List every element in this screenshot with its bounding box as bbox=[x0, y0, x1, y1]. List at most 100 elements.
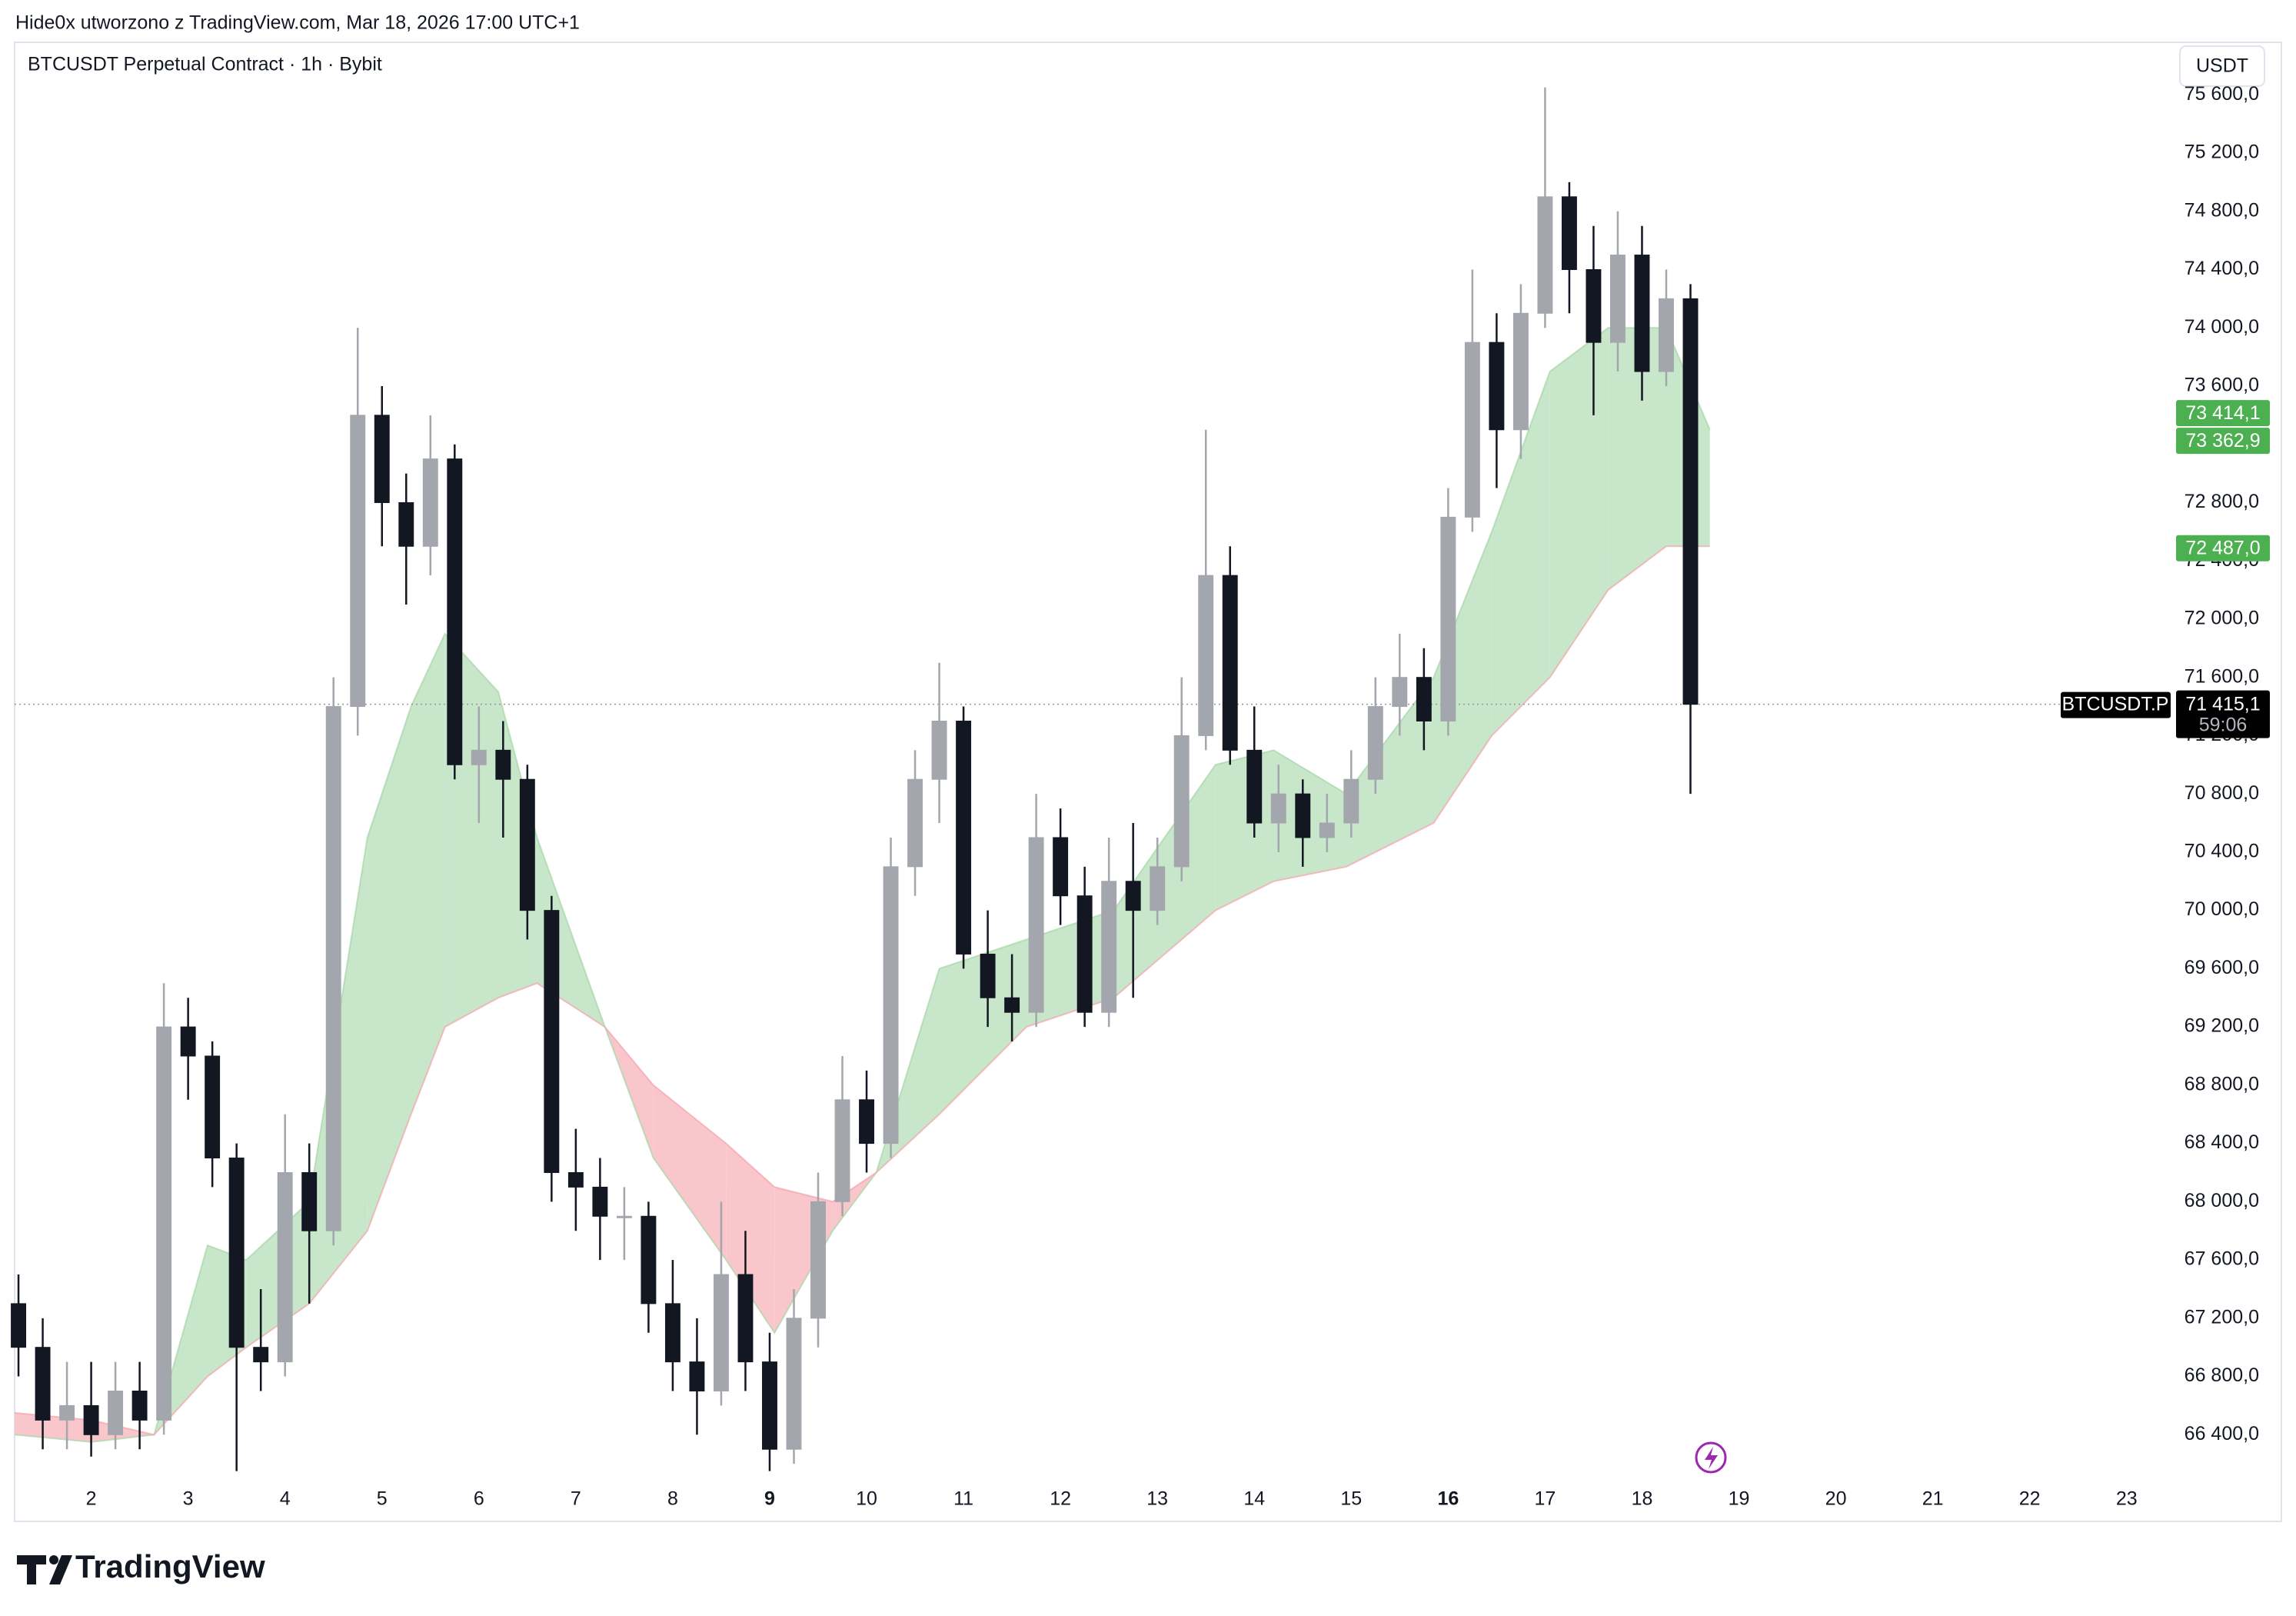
candle-body bbox=[131, 1390, 148, 1421]
x-tick-label: 13 bbox=[1146, 1488, 1168, 1510]
candle-body bbox=[883, 866, 899, 1145]
y-tick-label: 68 000,0 bbox=[2185, 1190, 2259, 1211]
candle-body bbox=[1173, 735, 1190, 868]
candle-body bbox=[1610, 255, 1626, 343]
x-tick-label: 8 bbox=[667, 1488, 678, 1510]
candle-body bbox=[1659, 298, 1674, 372]
candle-body bbox=[1586, 268, 1602, 343]
candle-body bbox=[253, 1347, 269, 1363]
candle-body bbox=[1295, 793, 1311, 838]
event-icon[interactable] bbox=[1695, 1441, 1727, 1474]
x-tick-label: 15 bbox=[1340, 1488, 1362, 1510]
currency[interactable]: USDT bbox=[2196, 55, 2248, 77]
x-tick-label: 12 bbox=[1050, 1488, 1071, 1510]
y-tick-label: 68 800,0 bbox=[2185, 1073, 2259, 1095]
y-tick-label: 75 600,0 bbox=[2185, 83, 2259, 105]
ribbon-fill bbox=[1433, 531, 1492, 823]
brand-name: TradingView bbox=[75, 1548, 265, 1584]
symbol-label: BTCUSDT.P bbox=[2062, 693, 2169, 715]
candle-body bbox=[398, 501, 414, 547]
countdown: 59:06 bbox=[2199, 714, 2248, 735]
x-tick-label: 2 bbox=[86, 1488, 97, 1510]
candle-body bbox=[737, 1274, 754, 1363]
candle-body bbox=[1222, 575, 1238, 751]
candle-body bbox=[616, 1215, 632, 1218]
x-tick-label: 11 bbox=[953, 1488, 973, 1510]
x-tick-label: 22 bbox=[2019, 1488, 2041, 1510]
x-tick-label: 23 bbox=[2116, 1488, 2138, 1510]
ribbon-fill bbox=[411, 633, 445, 1115]
price-label-box bbox=[2176, 535, 2270, 561]
candle-body bbox=[35, 1347, 51, 1421]
candle-body bbox=[325, 706, 341, 1231]
candle-body bbox=[931, 720, 947, 780]
candle-body bbox=[810, 1201, 826, 1319]
logo-part bbox=[49, 1555, 58, 1564]
candle-body bbox=[180, 1026, 196, 1057]
symbol-box bbox=[2061, 691, 2171, 718]
y-tick-label: 66 400,0 bbox=[2185, 1423, 2259, 1444]
candle-body bbox=[1634, 255, 1650, 372]
ribbon-fill bbox=[726, 1143, 775, 1333]
candle-body bbox=[447, 458, 463, 765]
candle-body bbox=[1053, 837, 1069, 897]
y-tick-label: 75 200,0 bbox=[2185, 142, 2259, 163]
candle-body bbox=[108, 1390, 124, 1435]
candle-body bbox=[422, 458, 438, 547]
y-tick-label: 74 800,0 bbox=[2185, 199, 2259, 221]
ribbon-fill bbox=[939, 939, 1027, 1115]
y-tick-label: 72 800,0 bbox=[2185, 491, 2259, 512]
y-tick-label: 69 200,0 bbox=[2185, 1015, 2259, 1037]
candle-body bbox=[1464, 342, 1480, 518]
y-tick-label: 67 600,0 bbox=[2185, 1248, 2259, 1270]
plot bbox=[11, 87, 2172, 1471]
candle-body bbox=[1101, 881, 1117, 1013]
y-tick-label: 70 800,0 bbox=[2185, 782, 2259, 804]
currency-box[interactable] bbox=[2179, 45, 2265, 87]
x-tick-label: 14 bbox=[1243, 1488, 1265, 1510]
price-label: 72 487,0 bbox=[2185, 537, 2260, 558]
candle-body bbox=[762, 1361, 777, 1450]
candle-body bbox=[1319, 822, 1335, 838]
ribbon-fill bbox=[367, 706, 411, 1231]
candle-body bbox=[1028, 837, 1044, 1013]
x-tick-label: 9 bbox=[764, 1488, 775, 1510]
x-tick-label: 17 bbox=[1535, 1488, 1556, 1510]
x-tick-label: 7 bbox=[571, 1488, 581, 1510]
y-tick-label: 72 000,0 bbox=[2185, 608, 2259, 629]
y-tick-label: 69 600,0 bbox=[2185, 957, 2259, 978]
candle-body bbox=[834, 1099, 850, 1202]
candle-body bbox=[544, 910, 560, 1173]
candle-body bbox=[11, 1303, 26, 1348]
candle-body bbox=[83, 1404, 99, 1435]
price-label-box bbox=[2176, 428, 2270, 455]
y-tick-label: 71 600,0 bbox=[2185, 665, 2259, 687]
chart-frame bbox=[14, 42, 2282, 1522]
candle-body bbox=[713, 1274, 729, 1391]
candle-body bbox=[1343, 778, 1359, 824]
y-tick-label: 66 800,0 bbox=[2185, 1364, 2259, 1386]
candle-body bbox=[205, 1055, 221, 1159]
candle-body bbox=[1004, 997, 1020, 1013]
last-price-box bbox=[2176, 690, 2270, 738]
x-tick-label: 18 bbox=[1632, 1488, 1653, 1510]
candle-body bbox=[471, 749, 487, 765]
candle-body bbox=[1198, 575, 1214, 736]
x-tick-label: 21 bbox=[1922, 1488, 1944, 1510]
candle-body bbox=[592, 1186, 608, 1217]
candle-body bbox=[956, 720, 972, 955]
x-tick-label: 4 bbox=[280, 1488, 291, 1510]
candle-body bbox=[1367, 706, 1383, 780]
candle-body bbox=[859, 1099, 874, 1145]
x-tick-label: 3 bbox=[183, 1488, 194, 1510]
candle-body bbox=[907, 778, 923, 868]
candle-body bbox=[301, 1171, 318, 1231]
candle-body bbox=[1561, 196, 1577, 270]
candle-body bbox=[1270, 793, 1286, 824]
candle-body bbox=[664, 1303, 680, 1363]
ribbon-fill bbox=[1346, 677, 1434, 867]
event-bolt bbox=[1705, 1447, 1718, 1469]
candle-body bbox=[1489, 342, 1505, 431]
price-label: 73 362,9 bbox=[2185, 430, 2260, 451]
